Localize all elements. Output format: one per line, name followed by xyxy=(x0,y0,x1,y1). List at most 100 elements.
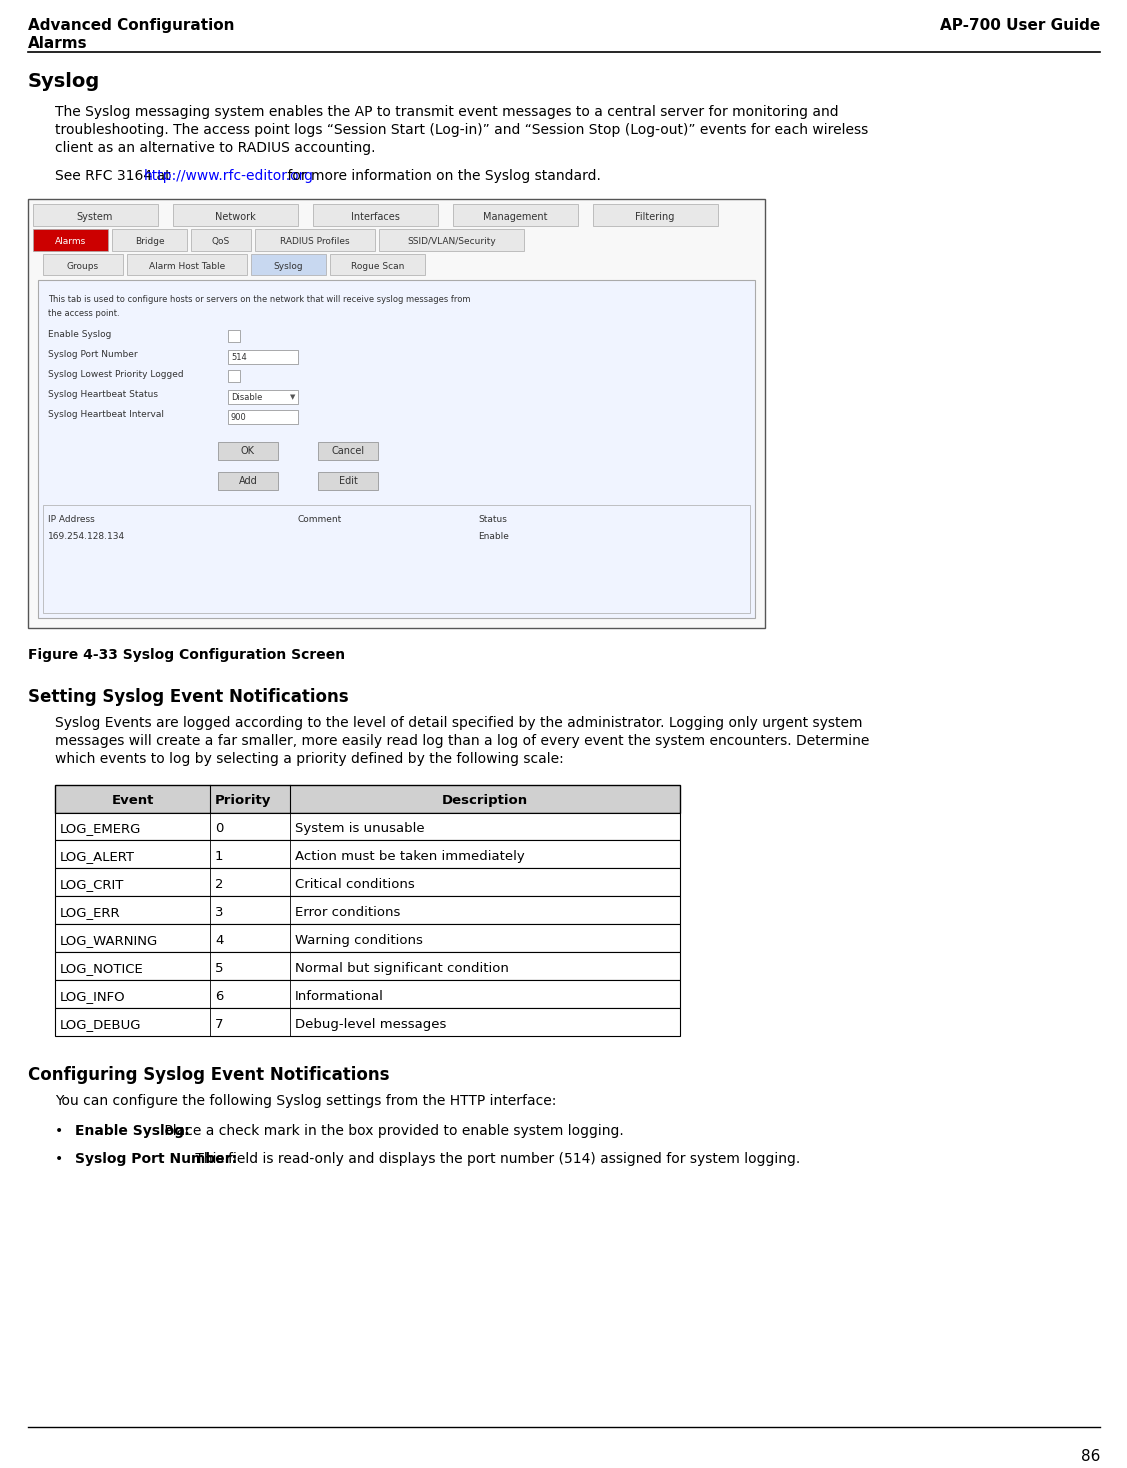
Text: Configuring Syslog Event Notifications: Configuring Syslog Event Notifications xyxy=(28,1066,390,1083)
Bar xyxy=(218,473,278,490)
Bar xyxy=(174,204,298,226)
Text: Edit: Edit xyxy=(338,476,357,486)
Bar xyxy=(228,410,298,424)
Text: This tab is used to configure hosts or servers on the network that will receive : This tab is used to configure hosts or s… xyxy=(48,295,470,304)
Bar xyxy=(228,330,240,342)
Text: This field is read-only and displays the port number (514) assigned for system l: This field is read-only and displays the… xyxy=(190,1152,800,1166)
Text: 6: 6 xyxy=(215,989,223,1003)
Text: Add: Add xyxy=(239,476,257,486)
Text: 1: 1 xyxy=(215,850,223,863)
Bar xyxy=(43,254,123,276)
Bar xyxy=(453,204,578,226)
Bar xyxy=(313,204,438,226)
Bar xyxy=(55,953,680,981)
Text: Network: Network xyxy=(214,211,256,222)
Text: ▼: ▼ xyxy=(291,395,295,401)
Bar xyxy=(28,198,765,628)
Text: Debug-level messages: Debug-level messages xyxy=(295,1017,446,1031)
Bar xyxy=(55,869,680,897)
Text: Warning conditions: Warning conditions xyxy=(295,934,423,947)
Text: Event: Event xyxy=(112,794,153,807)
Bar xyxy=(228,351,298,364)
Bar xyxy=(55,981,680,1009)
Text: 7: 7 xyxy=(215,1017,223,1031)
Text: Syslog Heartbeat Interval: Syslog Heartbeat Interval xyxy=(48,410,165,420)
Text: client as an alternative to RADIUS accounting.: client as an alternative to RADIUS accou… xyxy=(55,141,375,154)
Text: Bridge: Bridge xyxy=(135,236,165,247)
Bar xyxy=(55,925,680,953)
Bar xyxy=(318,442,378,459)
Text: LOG_INFO: LOG_INFO xyxy=(60,989,125,1003)
Text: 4: 4 xyxy=(215,934,223,947)
Text: •: • xyxy=(55,1124,63,1138)
Text: Place a check mark in the box provided to enable system logging.: Place a check mark in the box provided t… xyxy=(160,1124,624,1138)
Bar xyxy=(330,254,425,276)
Text: System is unusable: System is unusable xyxy=(295,822,425,835)
Text: LOG_CRIT: LOG_CRIT xyxy=(60,878,124,891)
Text: Syslog Port Number: Syslog Port Number xyxy=(48,351,137,360)
Text: which events to log by selecting a priority defined by the following scale:: which events to log by selecting a prior… xyxy=(55,752,564,766)
Text: LOG_EMERG: LOG_EMERG xyxy=(60,822,141,835)
Text: Setting Syslog Event Notifications: Setting Syslog Event Notifications xyxy=(28,687,348,706)
Bar xyxy=(38,280,755,618)
Text: Priority: Priority xyxy=(215,794,272,807)
Text: Figure 4-33 Syslog Configuration Screen: Figure 4-33 Syslog Configuration Screen xyxy=(28,647,345,662)
Text: messages will create a far smaller, more easily read log than a log of every eve: messages will create a far smaller, more… xyxy=(55,734,869,747)
Text: Syslog: Syslog xyxy=(28,72,100,91)
Text: Syslog: Syslog xyxy=(274,261,303,272)
Text: for more information on the Syslog standard.: for more information on the Syslog stand… xyxy=(283,169,601,182)
Text: RADIUS Profiles: RADIUS Profiles xyxy=(281,236,349,247)
Text: Syslog Port Number:: Syslog Port Number: xyxy=(76,1152,237,1166)
Bar xyxy=(55,812,680,841)
Text: the access point.: the access point. xyxy=(48,310,119,319)
Text: 0: 0 xyxy=(215,822,223,835)
Text: Informational: Informational xyxy=(295,989,384,1003)
Text: Syslog Events are logged according to the level of detail specified by the admin: Syslog Events are logged according to th… xyxy=(55,716,862,730)
Bar xyxy=(127,254,247,276)
Text: LOG_WARNING: LOG_WARNING xyxy=(60,934,158,947)
Text: AP-700 User Guide: AP-700 User Guide xyxy=(940,18,1100,32)
Text: Cancel: Cancel xyxy=(331,446,364,457)
Text: OK: OK xyxy=(241,446,255,457)
Text: Enable Syslog:: Enable Syslog: xyxy=(76,1124,189,1138)
Text: Groups: Groups xyxy=(66,261,99,272)
Bar xyxy=(228,390,298,404)
Text: Status: Status xyxy=(478,515,507,524)
Bar xyxy=(228,370,240,382)
Text: 169.254.128.134: 169.254.128.134 xyxy=(48,531,125,542)
Bar xyxy=(33,204,158,226)
Text: Error conditions: Error conditions xyxy=(295,906,400,919)
Text: Alarm Host Table: Alarm Host Table xyxy=(149,261,225,272)
Text: Interfaces: Interfaces xyxy=(350,211,399,222)
Text: LOG_NOTICE: LOG_NOTICE xyxy=(60,962,144,975)
Text: 900: 900 xyxy=(231,413,247,421)
Bar xyxy=(593,204,718,226)
Text: troubleshooting. The access point logs “Session Start (Log-in)” and “Session Sto: troubleshooting. The access point logs “… xyxy=(55,123,868,137)
Text: LOG_ERR: LOG_ERR xyxy=(60,906,121,919)
Text: 3: 3 xyxy=(215,906,223,919)
Text: LOG_ALERT: LOG_ALERT xyxy=(60,850,135,863)
Text: The Syslog messaging system enables the AP to transmit event messages to a centr: The Syslog messaging system enables the … xyxy=(55,104,838,119)
Bar xyxy=(379,229,524,251)
Bar xyxy=(43,505,749,612)
Text: See RFC 3164 at: See RFC 3164 at xyxy=(55,169,175,182)
Text: System: System xyxy=(77,211,113,222)
Text: Alarms: Alarms xyxy=(28,35,88,51)
Text: QoS: QoS xyxy=(212,236,230,247)
Text: Normal but significant condition: Normal but significant condition xyxy=(295,962,509,975)
Bar xyxy=(55,897,680,925)
Text: Filtering: Filtering xyxy=(636,211,675,222)
Text: Description: Description xyxy=(442,794,529,807)
Text: IP Address: IP Address xyxy=(48,515,95,524)
Bar xyxy=(190,229,251,251)
Bar xyxy=(33,229,108,251)
Bar xyxy=(218,442,278,459)
Text: Enable: Enable xyxy=(478,531,509,542)
Text: 86: 86 xyxy=(1081,1449,1100,1465)
Bar xyxy=(318,473,378,490)
Bar xyxy=(112,229,187,251)
Text: Management: Management xyxy=(482,211,548,222)
Bar xyxy=(251,254,326,276)
Text: Syslog Lowest Priority Logged: Syslog Lowest Priority Logged xyxy=(48,370,184,379)
Text: •: • xyxy=(55,1152,63,1166)
